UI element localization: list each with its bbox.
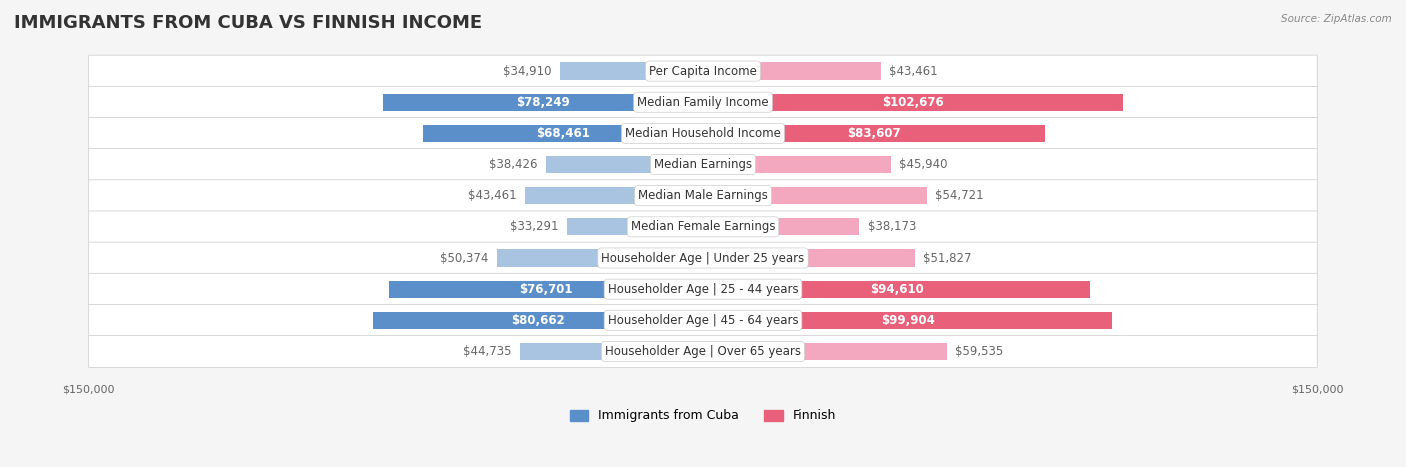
- Text: $51,827: $51,827: [924, 252, 972, 264]
- FancyBboxPatch shape: [89, 211, 1317, 243]
- Text: $102,676: $102,676: [883, 96, 943, 109]
- Bar: [389, 281, 703, 298]
- FancyBboxPatch shape: [89, 304, 1317, 336]
- Text: IMMIGRANTS FROM CUBA VS FINNISH INCOME: IMMIGRANTS FROM CUBA VS FINNISH INCOME: [14, 14, 482, 32]
- Legend: Immigrants from Cuba, Finnish: Immigrants from Cuba, Finnish: [565, 404, 841, 427]
- Bar: [423, 125, 703, 142]
- Text: Per Capita Income: Per Capita Income: [650, 64, 756, 78]
- Bar: [520, 343, 703, 360]
- Text: $50,374: $50,374: [440, 252, 488, 264]
- Text: $78,249: $78,249: [516, 96, 569, 109]
- Bar: [382, 94, 703, 111]
- Text: Median Household Income: Median Household Income: [626, 127, 780, 140]
- FancyBboxPatch shape: [89, 149, 1317, 180]
- Bar: [703, 187, 927, 204]
- Text: $99,904: $99,904: [880, 314, 935, 327]
- Text: Householder Age | 25 - 44 years: Householder Age | 25 - 44 years: [607, 283, 799, 296]
- FancyBboxPatch shape: [89, 242, 1317, 274]
- Bar: [567, 218, 703, 235]
- Bar: [703, 343, 946, 360]
- Bar: [703, 218, 859, 235]
- Bar: [560, 63, 703, 80]
- Text: Median Earnings: Median Earnings: [654, 158, 752, 171]
- Text: $59,535: $59,535: [955, 345, 1004, 358]
- Text: $43,461: $43,461: [889, 64, 938, 78]
- Bar: [546, 156, 703, 173]
- Bar: [373, 312, 703, 329]
- Text: $45,940: $45,940: [900, 158, 948, 171]
- Text: Householder Age | Over 65 years: Householder Age | Over 65 years: [605, 345, 801, 358]
- Text: $94,610: $94,610: [870, 283, 924, 296]
- Text: $38,173: $38,173: [868, 220, 915, 234]
- Bar: [703, 281, 1091, 298]
- Bar: [703, 156, 891, 173]
- Text: $34,910: $34,910: [503, 64, 551, 78]
- Text: Householder Age | 45 - 64 years: Householder Age | 45 - 64 years: [607, 314, 799, 327]
- Bar: [524, 187, 703, 204]
- Text: Source: ZipAtlas.com: Source: ZipAtlas.com: [1281, 14, 1392, 24]
- Text: $44,735: $44,735: [463, 345, 512, 358]
- FancyBboxPatch shape: [89, 336, 1317, 368]
- Text: $80,662: $80,662: [510, 314, 565, 327]
- Text: $43,461: $43,461: [468, 189, 517, 202]
- Bar: [703, 94, 1123, 111]
- Text: $68,461: $68,461: [536, 127, 589, 140]
- Text: $76,701: $76,701: [519, 283, 572, 296]
- Text: Householder Age | Under 25 years: Householder Age | Under 25 years: [602, 252, 804, 264]
- FancyBboxPatch shape: [89, 86, 1317, 118]
- FancyBboxPatch shape: [89, 118, 1317, 149]
- FancyBboxPatch shape: [89, 180, 1317, 212]
- Text: $38,426: $38,426: [489, 158, 537, 171]
- Text: $33,291: $33,291: [510, 220, 558, 234]
- Bar: [496, 249, 703, 267]
- Text: Median Family Income: Median Family Income: [637, 96, 769, 109]
- Bar: [703, 249, 915, 267]
- Text: $83,607: $83,607: [848, 127, 901, 140]
- FancyBboxPatch shape: [89, 55, 1317, 87]
- Text: $54,721: $54,721: [935, 189, 984, 202]
- Bar: [703, 125, 1046, 142]
- FancyBboxPatch shape: [89, 273, 1317, 305]
- Bar: [703, 312, 1112, 329]
- Bar: [703, 63, 882, 80]
- Text: Median Female Earnings: Median Female Earnings: [631, 220, 775, 234]
- Text: Median Male Earnings: Median Male Earnings: [638, 189, 768, 202]
